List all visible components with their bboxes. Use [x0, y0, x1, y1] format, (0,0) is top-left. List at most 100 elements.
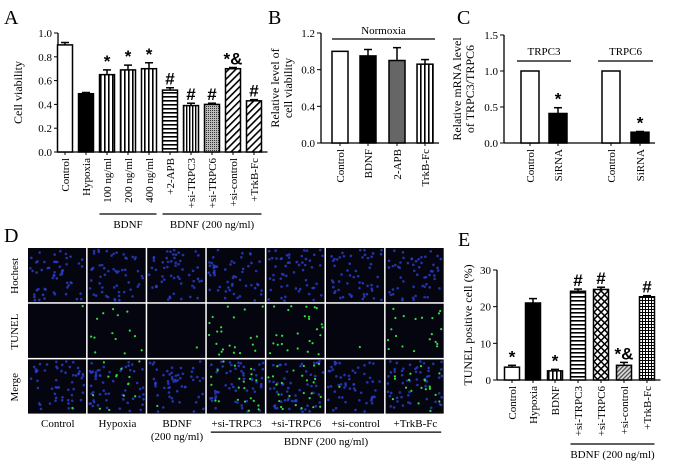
- bar-2-apb: [388, 59, 406, 144]
- nucleus-dot: [240, 404, 243, 407]
- tunel-dot: [308, 339, 311, 343]
- significance-mark: #: [249, 82, 259, 101]
- tunel-dot: [312, 381, 315, 384]
- nucleus-dot: [242, 371, 245, 375]
- tunel-dot: [81, 304, 84, 308]
- nucleus-dot: [365, 401, 368, 405]
- nucleus-dot: [191, 269, 195, 273]
- nucleus-dot: [425, 380, 429, 383]
- y-tick-label: 0.0: [484, 138, 498, 150]
- chart-e: 0 10 20 30 TUNEL positive cell (%) Control * Hy…: [461, 264, 661, 461]
- nucleus-dot: [32, 293, 36, 296]
- nucleus-dot: [274, 249, 278, 252]
- nucleus-dot: [67, 407, 71, 410]
- nucleus-dot: [237, 361, 240, 364]
- tunel-dot: [280, 342, 283, 346]
- nucleus-dot: [202, 407, 205, 411]
- nucleus-dot: [352, 275, 356, 279]
- nucleus-dot: [201, 392, 204, 396]
- nucleus-dot: [368, 376, 372, 380]
- nucleus-dot: [98, 264, 102, 267]
- bar-bdnf: [359, 55, 377, 144]
- nucleus-dot: [133, 257, 137, 261]
- nucleus-dot: [300, 254, 304, 258]
- tunel-dot: [401, 345, 404, 348]
- nucleus-dot: [74, 374, 78, 377]
- nucleus-dot: [309, 373, 313, 376]
- nucleus-dot: [437, 391, 441, 395]
- nucleus-dot: [331, 408, 335, 412]
- nucleus-dot: [107, 269, 110, 273]
- nucleus-dot: [359, 391, 363, 395]
- tunel-dot: [319, 395, 322, 398]
- nucleus-dot: [43, 297, 46, 300]
- significance-mark: #: [642, 278, 652, 297]
- nucleus-dot: [170, 371, 173, 375]
- nucleus-dot: [343, 386, 346, 389]
- nucleus-dot: [208, 261, 211, 264]
- tunel-dot: [114, 337, 117, 341]
- nucleus-dot: [237, 364, 241, 368]
- nucleus-dot: [210, 261, 214, 265]
- nucleus-dot: [370, 287, 374, 291]
- nucleus-dot: [166, 265, 169, 269]
- nucleus-dot: [389, 391, 393, 395]
- nucleus-dot: [337, 396, 341, 399]
- nucleus-dot: [294, 287, 298, 290]
- nucleus-dot: [275, 407, 279, 410]
- bar-control: [331, 50, 349, 144]
- nucleus-dot: [118, 298, 121, 302]
- tunel-dot: [226, 305, 229, 308]
- nucleus-dot: [431, 270, 434, 273]
- tunel-dot: [217, 353, 221, 356]
- nucleus-dot: [69, 255, 72, 258]
- nucleus-dot: [333, 290, 337, 293]
- nucleus-dot: [216, 289, 220, 292]
- nucleus-dot: [70, 393, 74, 397]
- nucleus-dot: [369, 262, 373, 266]
- nucleus-dot: [406, 261, 410, 265]
- tunel-dot: [257, 404, 260, 407]
- nucleus-dot: [341, 251, 344, 255]
- bar--2-apb: [161, 89, 179, 153]
- nucleus-dot: [414, 367, 417, 371]
- nucleus-dot: [195, 375, 199, 379]
- group-label: BDNF (200 ng/ml): [284, 436, 369, 448]
- y-axis-label: Relative level of: [268, 48, 282, 127]
- tunel-dot: [404, 386, 408, 389]
- nucleus-dot: [102, 266, 106, 270]
- nucleus-dot: [168, 295, 172, 299]
- tunel-dot: [315, 306, 318, 310]
- nucleus-dot: [315, 282, 318, 286]
- nucleus-dot: [198, 360, 202, 363]
- bar-100-ng-ml: [98, 73, 116, 153]
- y-tick-label: 0.2: [38, 123, 52, 135]
- nucleus-dot: [245, 389, 249, 392]
- bar-sirna: [548, 112, 568, 144]
- nucleus-dot: [122, 253, 125, 256]
- nucleus-dot: [333, 257, 336, 261]
- y-tick-label: 0.6: [38, 76, 52, 88]
- tunel-dot: [317, 353, 320, 356]
- nucleus-dot: [407, 393, 410, 397]
- tunel-dot: [237, 386, 240, 389]
- nucleus-dot: [58, 249, 62, 253]
- tunel-dot: [319, 405, 322, 408]
- nucleus-dot: [304, 370, 308, 373]
- nucleus-dot: [315, 361, 319, 365]
- nucleus-dot: [230, 284, 234, 287]
- bar--si-trpc3: [182, 104, 200, 153]
- nucleus-dot: [398, 391, 402, 394]
- nucleus-dot: [300, 362, 304, 366]
- nucleus-dot: [339, 376, 343, 379]
- tunel-dot: [303, 315, 306, 318]
- y-tick-label: 0.4: [301, 101, 315, 113]
- tunel-dot: [233, 346, 236, 349]
- nucleus-dot: [215, 370, 218, 374]
- nucleus-dot: [70, 399, 74, 403]
- nucleus-dot: [166, 260, 170, 264]
- nucleus-dot: [312, 391, 315, 395]
- nucleus-dot: [138, 395, 141, 398]
- nucleus-dot: [152, 259, 156, 262]
- nucleus-dot: [214, 396, 217, 400]
